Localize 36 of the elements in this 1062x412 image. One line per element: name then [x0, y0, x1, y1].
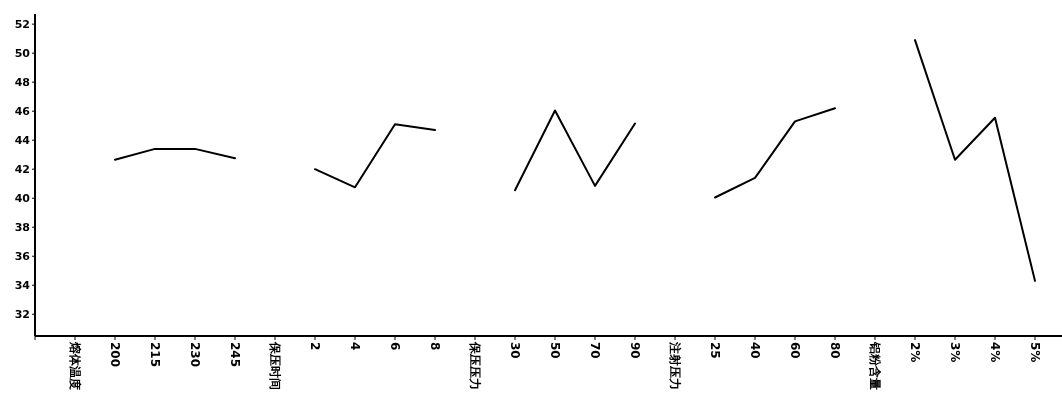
y-tick-label: 34 [14, 279, 31, 293]
x-tick-label: 保压时间 [268, 341, 282, 390]
y-tick-label: 40 [14, 192, 31, 206]
y-tick-label: 42 [14, 163, 30, 177]
x-tick-label: 熔体温度 [68, 341, 82, 390]
y-tick-label: 36 [14, 250, 31, 264]
x-tick-label: 5% [1028, 342, 1042, 363]
y-tick-label: 48 [14, 76, 30, 90]
x-tick-label: 注射压力 [668, 341, 682, 390]
y-tick-label: 44 [14, 134, 31, 148]
x-tick-label: 6 [388, 342, 402, 351]
y-tick-label: 52 [14, 18, 30, 32]
x-tick-label: 保压压力 [468, 341, 482, 390]
x-tick-label: 8 [428, 342, 442, 351]
x-tick-label: 230 [188, 342, 202, 368]
x-tick-label: 3% [948, 342, 962, 363]
y-tick-label: 46 [14, 105, 31, 119]
x-tick-label: 80 [828, 342, 842, 359]
x-tick-label: 200 [108, 342, 122, 368]
x-tick-label: 25 [708, 342, 722, 359]
x-tick-label: 245 [228, 342, 242, 368]
x-tick-label: 4% [988, 342, 1002, 363]
x-tick-label: 50 [548, 342, 562, 359]
x-tick-label: 4 [348, 342, 362, 351]
x-tick-label: 90 [628, 342, 642, 359]
x-tick-label: 60 [788, 342, 802, 359]
y-tick-label: 38 [14, 221, 30, 235]
y-tick-label: 50 [14, 47, 31, 61]
y-tick-label: 32 [14, 308, 30, 322]
x-tick-label: 30 [508, 342, 522, 359]
x-tick-label: 2 [308, 342, 322, 351]
x-tick-label: 215 [148, 342, 162, 368]
x-tick-label: 40 [748, 342, 762, 359]
x-tick-label: 铝粉含量 [868, 341, 882, 390]
x-tick-label: 70 [588, 342, 602, 359]
x-tick-label: 2% [908, 342, 922, 363]
